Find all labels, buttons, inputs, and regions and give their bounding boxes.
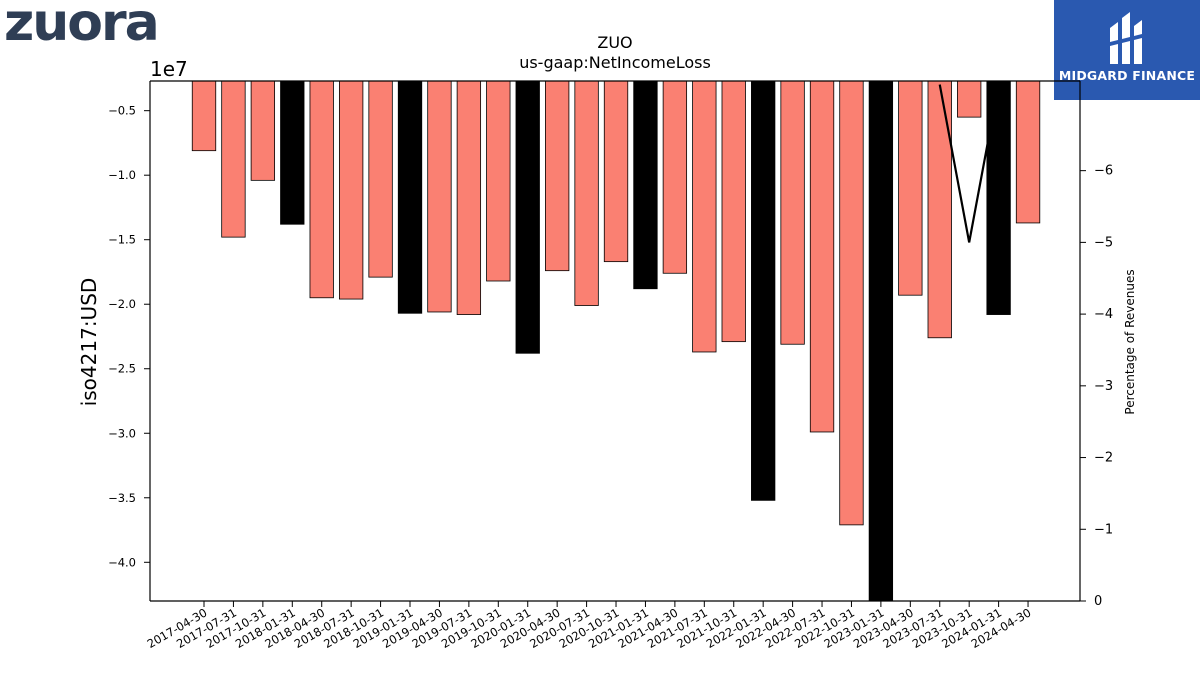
y-tick-label: −2.0 <box>108 297 136 311</box>
bar-2023-10-31 <box>957 80 982 118</box>
bar-2019-01-31 <box>397 80 423 314</box>
bar-2022-01-31 <box>751 80 776 501</box>
y-tick-label: −2.5 <box>108 362 136 376</box>
y2-tick-label: −6 <box>1094 164 1113 179</box>
midgard-mark-icon <box>1110 12 1142 64</box>
bar-2023-07-31 <box>927 80 952 339</box>
y2-tick-label: −3 <box>1094 379 1113 394</box>
bar-2020-01-31 <box>515 80 540 354</box>
y-tick-label: −3.5 <box>108 491 136 505</box>
bar-2018-01-31 <box>280 80 305 225</box>
y-axis-label: iso4217:USD <box>77 278 101 407</box>
midgard-finance-logo: MIDGARD FINANCE <box>1054 0 1200 100</box>
percentage-of-revenues-line <box>938 84 1000 243</box>
bar-2018-10-31 <box>368 80 393 278</box>
bar-2021-10-31 <box>721 80 746 343</box>
y-tick-label: −1.5 <box>108 233 136 247</box>
y2-axis-label: Percentage of Revenues <box>1123 269 1137 414</box>
bar-2021-01-31 <box>633 80 658 290</box>
bar-2022-07-31 <box>809 80 835 433</box>
y-tick-label: −3.0 <box>108 426 136 440</box>
bar-2017-07-31 <box>221 80 246 238</box>
bar-2018-04-30 <box>309 80 334 299</box>
y2-tick-label: −1 <box>1094 522 1113 537</box>
bar-2022-04-30 <box>780 80 805 345</box>
bar-2019-07-31 <box>456 80 482 315</box>
bar-2023-01-31 <box>868 80 894 602</box>
bar-2017-10-31 <box>250 80 276 181</box>
y2-tick-label: −4 <box>1094 307 1113 322</box>
bar-2019-10-31 <box>486 80 511 282</box>
midgard-logo-text: MIDGARD FINANCE <box>1058 68 1196 83</box>
y-tick-label: −1.0 <box>108 168 136 182</box>
chart-subtitle: us-gaap:NetIncomeLoss <box>519 53 711 72</box>
y-tick-label: −0.5 <box>108 104 136 118</box>
chart-title: ZUO <box>597 33 632 52</box>
y-offset-label: 1e7 <box>150 57 188 81</box>
bar-2017-04-30 <box>191 80 217 152</box>
zuora-logo: zuora <box>4 0 160 53</box>
bar-2018-07-31 <box>338 80 364 300</box>
bar-2022-10-31 <box>839 80 864 526</box>
bar-2020-04-30 <box>545 80 570 272</box>
bar-2021-07-31 <box>692 80 717 353</box>
bar-2024-04-30 <box>1015 80 1041 224</box>
bar-2024-01-31 <box>986 80 1011 315</box>
y-tick-label: −4.0 <box>108 555 136 569</box>
bar-2023-04-30 <box>898 80 923 296</box>
y2-tick-label: 0 <box>1094 594 1102 609</box>
y2-tick-label: −2 <box>1094 451 1113 466</box>
bar-2021-04-30 <box>662 80 688 274</box>
y2-tick-label: −5 <box>1094 235 1113 250</box>
bar-2020-07-31 <box>574 80 599 306</box>
bar-2019-04-30 <box>427 80 452 313</box>
bar-2020-10-31 <box>603 80 629 263</box>
